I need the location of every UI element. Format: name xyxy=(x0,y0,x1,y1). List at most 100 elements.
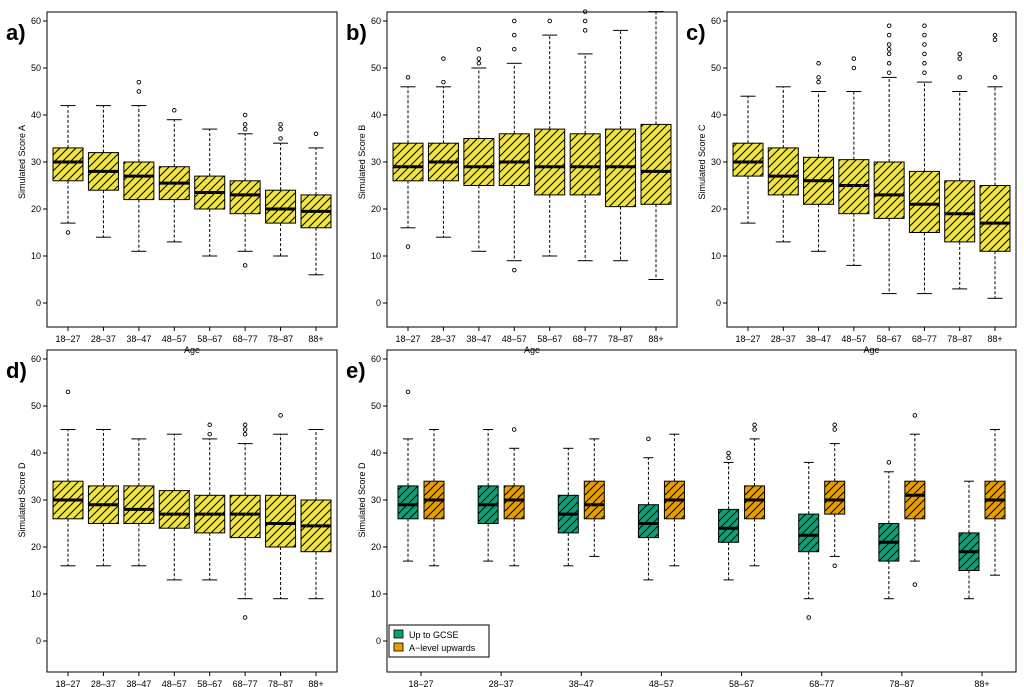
panel-frame xyxy=(726,11,1017,328)
legend-swatch xyxy=(393,642,404,652)
outlier-point xyxy=(136,79,142,85)
outlier-point xyxy=(957,75,962,80)
y-tick-label: 30 xyxy=(31,495,41,505)
x-tick-label: 68–77 xyxy=(573,334,598,344)
outlier-point xyxy=(992,37,998,43)
x-tick-label: 18–27 xyxy=(55,679,80,687)
box-e-0-7 xyxy=(958,480,980,600)
outlier-point xyxy=(806,615,811,620)
outlier-point xyxy=(992,75,998,80)
outlier-point xyxy=(886,61,892,66)
outlier-point xyxy=(441,56,446,61)
y-tick-label: 30 xyxy=(711,157,721,167)
outlier-point xyxy=(646,436,651,442)
x-tick-label: 28–37 xyxy=(489,679,514,687)
x-tick-label: 58–67 xyxy=(537,334,562,344)
panel-e: e) 0 10 20 30 40 50 60 Simulated Score D 18–27 28–… xyxy=(346,349,1017,687)
box-outline xyxy=(229,180,261,215)
outlier-point xyxy=(922,51,927,57)
x-tick-label: 78–87 xyxy=(947,334,972,344)
outlier-point xyxy=(441,79,446,85)
box-e-1-2 xyxy=(583,438,605,557)
y-axis-title: Simulated Score A xyxy=(17,125,27,199)
x-tick-label: 48–57 xyxy=(162,334,187,344)
box-e-0-5 xyxy=(798,461,820,620)
y-tick-label: 60 xyxy=(31,16,41,26)
box-b-0-3 xyxy=(498,18,530,273)
outlier-point xyxy=(512,267,517,273)
outlier-point xyxy=(476,56,482,61)
legend-frame xyxy=(388,624,490,658)
box-a-0-0 xyxy=(52,105,84,235)
outlier-point xyxy=(886,46,892,52)
outlier-point xyxy=(512,46,517,52)
box-c-0-1 xyxy=(767,86,799,243)
outlier-point xyxy=(886,70,892,75)
box-outline xyxy=(123,161,155,201)
box-outline xyxy=(640,123,672,205)
y-tick-label: 50 xyxy=(371,63,381,73)
outlier-point xyxy=(957,51,962,57)
y-tick-label: 10 xyxy=(371,589,381,599)
box-outline xyxy=(229,494,261,539)
outlier-point xyxy=(922,23,927,28)
panel-label: c) xyxy=(686,20,706,45)
outlier-point xyxy=(886,42,892,47)
outlier-point xyxy=(405,389,411,395)
box-outline xyxy=(265,494,297,548)
box-outline xyxy=(904,480,926,520)
x-tick-label: 48–57 xyxy=(841,334,866,344)
box-e-1-6 xyxy=(904,413,926,587)
outlier-point xyxy=(405,244,411,249)
x-tick-label: 48–57 xyxy=(502,334,527,344)
box-d-0-4 xyxy=(194,422,226,581)
panel-label: e) xyxy=(346,358,366,383)
box-outline xyxy=(265,189,297,224)
box-c-0-7 xyxy=(979,32,1011,299)
outlier-point xyxy=(851,65,857,71)
x-tick-label: 28–37 xyxy=(431,334,456,344)
outlier-point xyxy=(207,422,212,428)
box-outline xyxy=(908,170,940,233)
box-e-0-3 xyxy=(637,436,659,581)
panel-frame xyxy=(46,11,338,328)
y-tick-label: 0 xyxy=(36,298,41,308)
panel-frame xyxy=(386,11,678,328)
box-a-0-1 xyxy=(87,105,119,238)
box-d-0-6 xyxy=(265,413,297,600)
outlier-point xyxy=(278,126,283,132)
box-b-0-1 xyxy=(427,56,459,238)
outlier-point xyxy=(851,56,857,61)
outlier-point xyxy=(922,42,927,47)
box-c-0-3 xyxy=(838,56,870,266)
box-outline xyxy=(732,142,764,177)
outlier-point xyxy=(242,431,248,437)
outlier-point xyxy=(582,9,588,14)
outlier-point xyxy=(278,122,283,127)
box-outline xyxy=(767,147,799,196)
box-a-0-6 xyxy=(265,122,297,257)
y-tick-label: 10 xyxy=(711,251,721,261)
outlier-point xyxy=(886,23,892,28)
outlier-point xyxy=(816,79,821,85)
box-c-0-0 xyxy=(732,95,764,224)
box-outline xyxy=(824,480,846,515)
y-tick-label: 60 xyxy=(371,354,381,364)
x-tick-label: 58–67 xyxy=(197,679,222,687)
box-e-0-4 xyxy=(718,450,740,581)
box-e-1-0 xyxy=(423,429,445,567)
outlier-point xyxy=(65,230,71,235)
outlier-point xyxy=(278,413,283,418)
x-tick-label: 18–27 xyxy=(395,334,420,344)
legend: Up to GCSE A−level upwards xyxy=(388,624,490,658)
box-a-0-4 xyxy=(194,128,226,257)
box-a-0-2 xyxy=(123,79,155,252)
box-c-0-2 xyxy=(803,61,835,252)
outlier-point xyxy=(832,563,837,569)
y-tick-label: 50 xyxy=(371,401,381,411)
x-tick-label: 18–27 xyxy=(55,334,80,344)
y-axis-title: Simulated Score B xyxy=(357,125,367,200)
x-tick-label: 38–47 xyxy=(126,679,151,687)
box-b-0-0 xyxy=(392,75,424,249)
x-tick-label: 68–77 xyxy=(809,679,834,687)
